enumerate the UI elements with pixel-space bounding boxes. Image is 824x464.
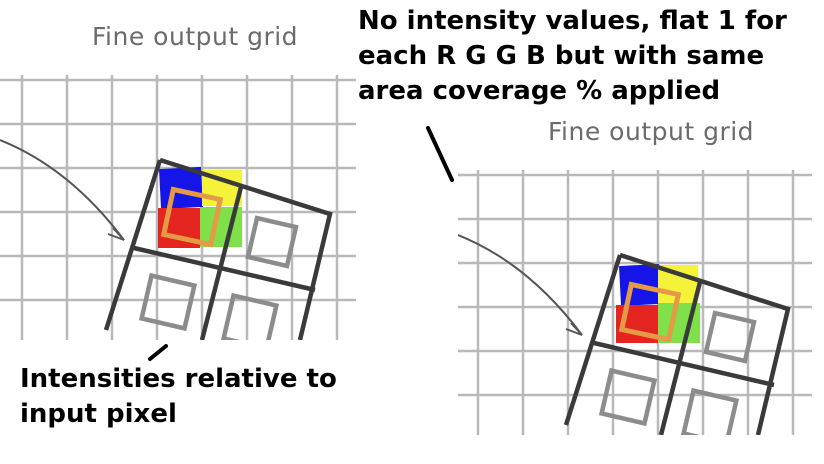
left-diagram-svg bbox=[0, 75, 356, 340]
caption-top: No intensity values, flat 1 for each R G… bbox=[358, 4, 787, 109]
caption-bottom: Intensities relative to input pixel bbox=[20, 362, 337, 432]
orange-input-square bbox=[160, 186, 224, 248]
top-pointer-line bbox=[426, 126, 454, 182]
left-grid-title: Fine output grid bbox=[92, 22, 299, 51]
left-diagram-panel: Fine output grid bbox=[0, 0, 356, 340]
coarse-pixel-grid bbox=[563, 252, 791, 435]
caption-bottom-line-1: Intensities relative to bbox=[20, 364, 337, 394]
right-diagram-svg bbox=[458, 170, 812, 435]
arrow-line bbox=[0, 139, 125, 241]
arrow-head bbox=[565, 322, 583, 336]
caption-top-line-3: area coverage % applied bbox=[358, 76, 721, 106]
bottom-pointer-line bbox=[148, 344, 168, 361]
caption-top-line-2: each R G G B but with same bbox=[358, 41, 765, 71]
coarse-pixel-grid bbox=[103, 157, 333, 340]
orange-input-square bbox=[618, 281, 682, 343]
arrow-head bbox=[107, 227, 125, 241]
right-diagram-panel: Fine output grid bbox=[458, 95, 812, 435]
right-grid-title: Fine output grid bbox=[548, 117, 755, 146]
inner-squares bbox=[598, 310, 757, 435]
caption-top-line-1: No intensity values, flat 1 for bbox=[358, 6, 787, 36]
caption-bottom-line-2: input pixel bbox=[20, 399, 177, 429]
arrow-line bbox=[458, 234, 583, 336]
inner-squares bbox=[138, 215, 299, 340]
